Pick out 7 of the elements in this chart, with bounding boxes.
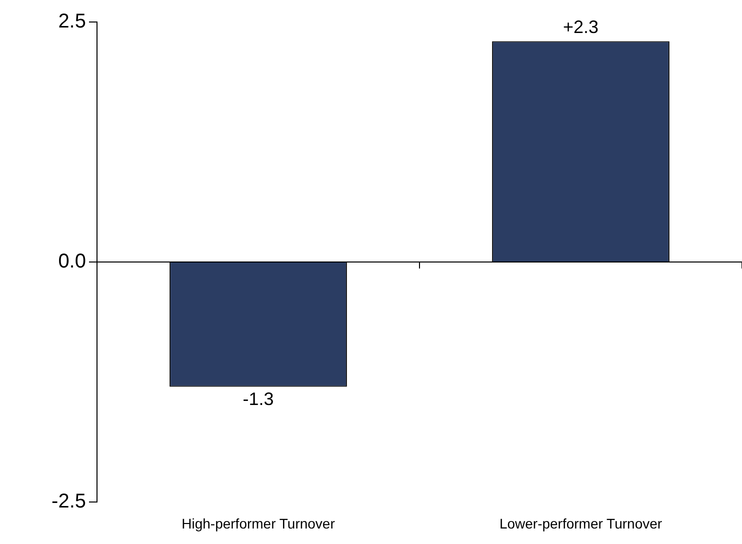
y-tick-label: -2.5 <box>52 490 86 513</box>
y-tick-label: 0.0 <box>58 250 86 273</box>
data-label: -1.3 <box>242 388 274 409</box>
x-tick-label: High-performer Turnover <box>182 515 336 532</box>
x-tick-label: Lower-performer Turnover <box>499 515 662 532</box>
y-tick-label: 2.5 <box>58 10 86 33</box>
data-label: +2.3 <box>562 17 599 38</box>
